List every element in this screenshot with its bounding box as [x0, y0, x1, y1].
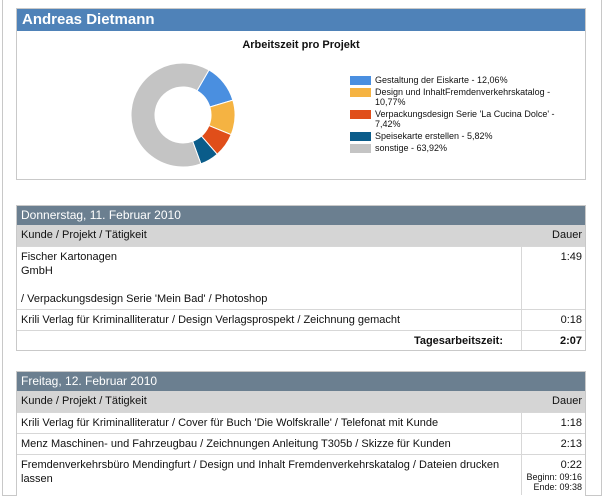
entry-activity: Fremdenverkehrsbüro Mendingfurt / Design…	[21, 459, 500, 485]
chart-legend: Gestaltung der Eiskarte - 12,06% Design u…	[350, 75, 580, 155]
legend-swatch	[350, 110, 371, 119]
table-row: Fischer Kartonagen GmbH / Verpackungsdes…	[17, 246, 585, 309]
column-header-duration: Dauer	[552, 229, 582, 241]
legend-swatch	[350, 76, 371, 85]
entry-duration-cell: 0:22 Beginn: 09:16 Ende: 09:38	[521, 455, 585, 495]
summary-panel: Andreas Dietmann Arbeitszeit pro Projekt…	[16, 8, 586, 180]
day-title: Donnerstag, 11. Februar 2010	[17, 206, 585, 225]
entry-client: Fischer Kartonagen	[21, 251, 117, 263]
entry-end-time: Ende: 09:38	[533, 482, 582, 492]
day-panel-friday: Freitag, 12. Februar 2010 Kunde / Projek…	[16, 371, 586, 496]
entry-project-task: / Verpackungsdesign Serie 'Mein Bad' / P…	[21, 293, 268, 305]
table-row: Fremdenverkehrsbüro Mendingfurt / Design…	[17, 454, 585, 495]
donut-slice-4	[130, 62, 210, 168]
entry-duration: 1:49	[521, 247, 585, 309]
legend-label: Gestaltung der Eiskarte - 12,06%	[375, 75, 508, 85]
legend-label: Speisekarte erstellen - 5,82%	[375, 131, 493, 141]
legend-label: Design und InhaltFremdenverkehrskatalog …	[375, 87, 551, 107]
column-header-row: Kunde / Projekt / Tätigkeit Dauer	[17, 391, 585, 412]
legend-item: sonstige - 63,92%	[350, 143, 580, 153]
legend-item: Speisekarte erstellen - 5,82%	[350, 131, 580, 141]
legend-label: Verpackungsdesign Serie 'La Cucina Dolce…	[375, 109, 555, 129]
table-row: Krili Verlag für Kriminalliteratur / Cov…	[17, 412, 585, 433]
entry-duration: 0:22	[560, 459, 582, 471]
entry-activity: Krili Verlag für Kriminalliteratur / Des…	[21, 314, 401, 326]
entry-activity: Fischer Kartonagen GmbH / Verpackungsdes…	[17, 247, 521, 309]
column-header-activity: Kunde / Projekt / Tätigkeit	[21, 395, 147, 407]
legend-item: Design und InhaltFremdenverkehrskatalog …	[350, 87, 580, 107]
legend-swatch	[350, 144, 371, 153]
chart-title: Arbeitszeit pro Projekt	[242, 39, 360, 51]
legend-swatch	[350, 88, 371, 97]
entry-activity: Krili Verlag für Kriminalliteratur / Cov…	[21, 417, 439, 429]
entry-duration: 2:13	[521, 434, 585, 454]
day-total-row: Tagesarbeitszeit: 2:07	[17, 330, 585, 350]
entry-duration: 0:18	[521, 310, 585, 330]
column-header-row: Kunde / Projekt / Tätigkeit Dauer	[17, 225, 585, 246]
table-row: Menz Maschinen- und Fahrzeugbau / Zeichn…	[17, 433, 585, 454]
day-total-value: 2:07	[521, 331, 585, 350]
entry-duration: 1:18	[521, 413, 585, 433]
legend-swatch	[350, 132, 371, 141]
legend-item: Verpackungsdesign Serie 'La Cucina Dolce…	[350, 109, 580, 129]
entry-activity: Menz Maschinen- und Fahrzeugbau / Zeichn…	[21, 438, 451, 450]
entry-client-suffix: GmbH	[21, 265, 53, 277]
day-panel-thursday: Donnerstag, 11. Februar 2010 Kunde / Pro…	[16, 205, 586, 351]
day-title: Freitag, 12. Februar 2010	[17, 372, 585, 391]
column-header-activity: Kunde / Projekt / Tätigkeit	[21, 229, 147, 241]
person-name: Andreas Dietmann	[17, 9, 585, 31]
entry-begin-time: Beginn: 09:16	[526, 472, 582, 482]
table-row: Krili Verlag für Kriminalliteratur / Des…	[17, 309, 585, 330]
column-header-duration: Dauer	[552, 395, 582, 407]
project-time-donut-chart	[130, 62, 236, 168]
legend-label: sonstige - 63,92%	[375, 143, 448, 153]
legend-item: Gestaltung der Eiskarte - 12,06%	[350, 75, 580, 85]
day-total-label: Tagesarbeitszeit:	[413, 335, 503, 347]
